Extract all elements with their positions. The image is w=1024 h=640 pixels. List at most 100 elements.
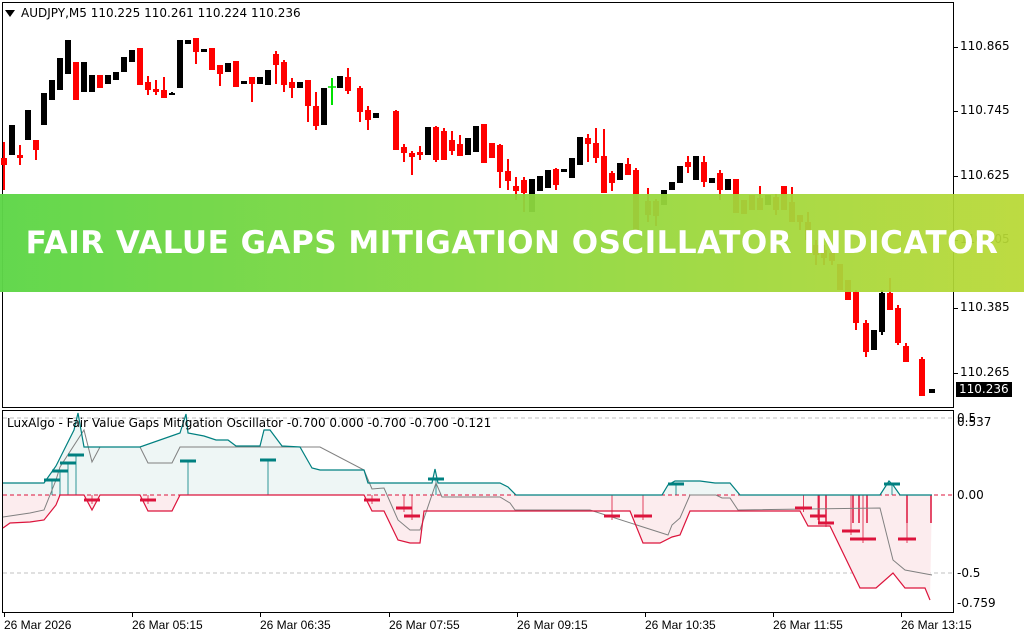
price-label: 110.265 — [960, 365, 1010, 379]
price-tick — [954, 111, 958, 112]
candle — [433, 126, 439, 162]
candle — [685, 156, 691, 173]
time-tick — [132, 613, 133, 617]
bullish-fvg-marker — [44, 478, 60, 482]
price-label: 110.865 — [960, 39, 1010, 53]
candle — [457, 135, 463, 156]
candle — [97, 75, 103, 88]
candle — [481, 124, 487, 163]
time-label: 26 Mar 05:15 — [132, 618, 203, 632]
price-tick — [954, 373, 958, 374]
candle — [273, 51, 279, 84]
bearish-fvg-marker — [634, 514, 652, 518]
time-label: 26 Mar 11:55 — [773, 618, 843, 632]
candle — [465, 138, 471, 155]
candle — [177, 40, 183, 88]
candle — [129, 50, 135, 62]
symbol-header: AUDJPY,M5 110.225 110.261 110.224 110.23… — [5, 6, 301, 20]
candle — [617, 163, 623, 180]
time-tick — [773, 613, 774, 617]
candle — [257, 77, 263, 84]
candle — [497, 144, 503, 188]
candle — [185, 40, 191, 44]
candle — [337, 76, 343, 88]
time-tick — [260, 613, 261, 617]
candle — [903, 343, 909, 362]
candle — [473, 126, 479, 152]
bearish-fvg-marker — [364, 498, 380, 502]
oscillator-level-label: 0.5 — [957, 411, 977, 425]
candle — [145, 76, 151, 95]
candle — [561, 169, 567, 172]
bullish-fvg-marker — [668, 482, 684, 486]
bearish-fvg-marker — [396, 506, 412, 510]
candle — [853, 290, 859, 330]
candle — [537, 176, 543, 191]
candle — [89, 75, 95, 92]
oscillator-level-label: -0.5 — [957, 566, 981, 580]
candle — [919, 357, 925, 396]
candle — [297, 82, 303, 88]
dropdown-triangle-icon[interactable] — [5, 10, 15, 17]
time-label: 26 Mar 09:15 — [517, 618, 588, 632]
candle — [553, 168, 559, 190]
oscillator-level-label: 0.00 — [957, 488, 984, 502]
candle — [153, 80, 159, 95]
time-tick — [645, 613, 646, 617]
bearish-fvg-marker — [850, 537, 876, 541]
candle — [365, 106, 371, 130]
candle — [505, 159, 511, 190]
candle — [265, 70, 271, 85]
candle — [725, 179, 731, 190]
bullish-fvg-marker — [60, 461, 76, 465]
price-tick — [954, 176, 958, 177]
candle — [441, 128, 447, 160]
bearish-fvg-marker — [818, 521, 834, 525]
candle — [233, 61, 239, 87]
candle — [201, 49, 207, 52]
banner-text: FAIR VALUE GAPS MITIGATION OSCILLATOR IN… — [25, 225, 999, 261]
bearish-fvg-marker — [140, 498, 156, 502]
candle — [9, 125, 15, 155]
candle — [601, 129, 607, 193]
candle — [1, 142, 7, 190]
candle — [409, 151, 415, 175]
candle — [609, 171, 615, 191]
time-label: 26 Mar 06:35 — [260, 618, 331, 632]
candle — [373, 113, 379, 118]
price-tick — [954, 308, 958, 309]
oscillator-title: LuxAlgo - Fair Value Gaps Mitigation Osc… — [7, 416, 492, 430]
candle — [425, 127, 431, 155]
candle — [863, 320, 869, 357]
oscillator-level-label: -0.759 — [957, 596, 996, 610]
candle — [217, 65, 223, 86]
candle — [137, 48, 143, 85]
candle — [241, 81, 247, 84]
candle — [25, 110, 31, 140]
candle — [73, 62, 79, 100]
candle — [209, 48, 215, 70]
candle — [879, 290, 885, 335]
bearish-fvg-marker — [810, 514, 826, 518]
candle — [871, 330, 877, 350]
candle — [249, 77, 255, 102]
candle — [41, 93, 47, 125]
time-tick — [389, 613, 390, 617]
candle — [709, 178, 715, 183]
bearish-fvg-marker — [842, 529, 860, 533]
bullish-fvg-marker — [884, 482, 900, 486]
candle — [113, 72, 119, 80]
time-label: 26 Mar 2026 — [4, 618, 72, 632]
bullish-fvg-marker — [52, 469, 68, 473]
candle — [449, 131, 455, 155]
candle — [57, 58, 63, 90]
candle — [328, 78, 336, 105]
candle — [489, 143, 495, 158]
candle — [401, 144, 407, 162]
candle — [577, 137, 583, 165]
bull-fill-area — [3, 413, 932, 495]
candle — [669, 182, 675, 190]
bear-fill-area — [3, 495, 932, 600]
title-banner: FAIR VALUE GAPS MITIGATION OSCILLATOR IN… — [0, 194, 1024, 292]
